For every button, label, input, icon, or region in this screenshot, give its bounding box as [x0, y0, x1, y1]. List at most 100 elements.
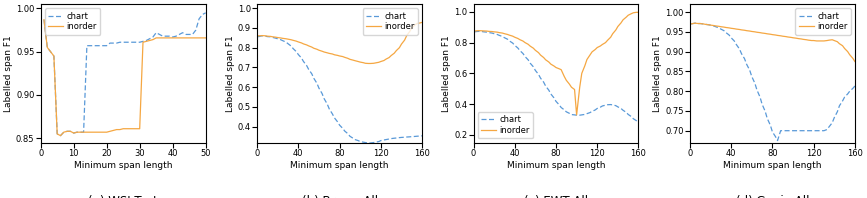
- chart: [633, 121, 643, 124]
- inorder: [138, 41, 148, 43]
- chart: [154, 33, 165, 36]
- chart: [473, 30, 484, 33]
- inorder: [507, 35, 518, 37]
- chart: [412, 135, 422, 137]
- Line: inorder: inorder: [691, 23, 855, 62]
- inorder: [844, 54, 855, 56]
- inorder: [39, 19, 49, 21]
- chart: [92, 45, 102, 47]
- Line: inorder: inorder: [474, 12, 638, 115]
- chart: [128, 41, 139, 43]
- chart: [151, 31, 161, 34]
- inorder: [65, 130, 75, 132]
- inorder: [92, 131, 102, 133]
- X-axis label: Minimum span length: Minimum span length: [506, 161, 605, 170]
- chart: [253, 36, 264, 38]
- inorder: [52, 133, 62, 135]
- inorder: [417, 21, 427, 24]
- inorder: [772, 34, 783, 37]
- chart: [556, 106, 566, 109]
- inorder: [363, 62, 374, 65]
- chart: [68, 132, 79, 134]
- Text: (a) WSJ Test: (a) WSJ Test: [88, 195, 158, 198]
- inorder: [85, 131, 95, 133]
- chart: [52, 133, 62, 135]
- inorder: [538, 56, 549, 59]
- inorder: [180, 37, 191, 39]
- chart: [78, 131, 88, 133]
- chart: [775, 129, 786, 132]
- chart: [303, 68, 314, 71]
- Legend: chart, inorder: chart, inorder: [362, 8, 418, 35]
- chart: [180, 33, 191, 36]
- chart: [39, 19, 49, 21]
- chart: [158, 35, 168, 37]
- chart: [540, 85, 551, 87]
- inorder: [412, 22, 422, 25]
- chart: [187, 33, 198, 36]
- chart: [62, 130, 72, 132]
- inorder: [151, 37, 161, 39]
- inorder: [42, 46, 53, 49]
- chart: [141, 39, 152, 42]
- inorder: [62, 130, 72, 132]
- Line: chart: chart: [258, 36, 422, 143]
- inorder: [174, 37, 185, 39]
- Legend: chart, inorder: chart, inorder: [795, 8, 851, 35]
- Legend: chart, inorder: chart, inorder: [478, 112, 533, 138]
- chart: [105, 42, 115, 44]
- inorder: [469, 30, 479, 32]
- chart: [324, 108, 335, 110]
- chart: [125, 41, 135, 43]
- inorder: [108, 129, 119, 132]
- inorder: [757, 32, 767, 34]
- Text: (d) Genia All: (d) Genia All: [735, 195, 809, 198]
- chart: [98, 45, 108, 47]
- chart: [134, 41, 145, 43]
- inorder: [131, 128, 141, 130]
- chart: [59, 131, 69, 133]
- chart: [161, 35, 172, 37]
- inorder: [164, 37, 174, 39]
- inorder: [114, 128, 125, 131]
- inorder: [736, 29, 746, 31]
- inorder: [147, 38, 158, 41]
- inorder: [158, 37, 168, 39]
- inorder: [613, 25, 623, 28]
- chart: [55, 134, 66, 137]
- chart: [164, 35, 174, 37]
- chart: [118, 41, 128, 43]
- inorder: [184, 37, 194, 39]
- chart: [108, 42, 119, 44]
- inorder: [829, 39, 839, 42]
- chart: [736, 52, 746, 55]
- inorder: [128, 128, 139, 130]
- Y-axis label: Labelled span F1: Labelled span F1: [442, 35, 451, 112]
- inorder: [253, 35, 264, 37]
- chart: [832, 110, 843, 113]
- Legend: chart, inorder: chart, inorder: [45, 8, 101, 35]
- inorder: [72, 131, 82, 133]
- chart: [171, 35, 181, 37]
- chart: [111, 42, 121, 44]
- chart: [167, 36, 178, 38]
- chart: [197, 13, 207, 16]
- inorder: [49, 55, 59, 57]
- chart: [520, 55, 531, 58]
- inorder: [850, 60, 860, 63]
- X-axis label: Minimum span length: Minimum span length: [290, 161, 388, 170]
- Y-axis label: Labelled span F1: Labelled span F1: [654, 35, 662, 112]
- Text: (b) Brown All: (b) Brown All: [302, 195, 378, 198]
- chart: [184, 33, 194, 36]
- inorder: [633, 11, 643, 13]
- chart: [72, 131, 82, 133]
- chart: [844, 90, 855, 92]
- inorder: [322, 52, 332, 54]
- inorder: [626, 12, 636, 15]
- inorder: [59, 131, 69, 133]
- chart: [147, 36, 158, 38]
- inorder: [167, 37, 178, 39]
- chart: [138, 40, 148, 43]
- X-axis label: Minimum span length: Minimum span length: [723, 161, 822, 170]
- inorder: [337, 55, 348, 58]
